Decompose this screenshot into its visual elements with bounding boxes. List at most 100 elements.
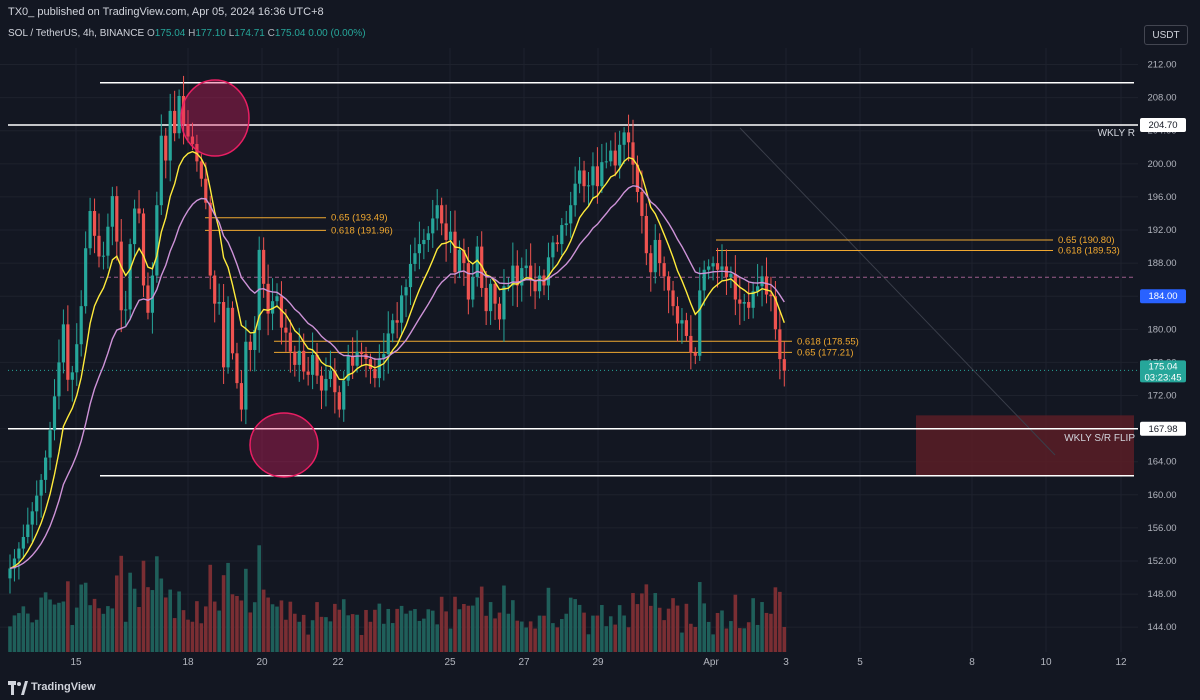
volume-bar — [568, 597, 573, 652]
volume-bar — [57, 602, 61, 652]
candle-body — [351, 355, 355, 366]
candle-body — [404, 287, 408, 296]
wkly-sr-flip-label: WKLY S/R FLIP — [1064, 433, 1135, 444]
volume-bar — [163, 597, 168, 652]
candle-body — [573, 183, 577, 206]
candle-body — [462, 249, 466, 264]
volume-bar — [519, 621, 524, 652]
candle-body — [395, 320, 399, 323]
time-tick-label: 15 — [70, 657, 82, 668]
currency-button[interactable]: USDT — [1144, 25, 1188, 45]
candle-body — [319, 375, 324, 391]
candle-body — [506, 285, 510, 287]
candle-body — [226, 307, 230, 368]
time-tick-label: 27 — [518, 657, 530, 668]
candle-body — [270, 301, 275, 314]
price-tick-label: 196.00 — [1147, 192, 1176, 203]
candle-body — [124, 309, 128, 311]
badge-last-price: 175.04 — [1148, 361, 1177, 372]
candle-body — [729, 273, 733, 278]
badge-wkly-sr-flip: 167.98 — [1148, 424, 1177, 435]
candle-body — [30, 511, 34, 525]
volume-bar — [560, 619, 564, 652]
time-tick-label: 22 — [332, 657, 344, 668]
candle-body — [569, 205, 573, 224]
volume-bar — [155, 556, 159, 652]
candle-body — [8, 568, 12, 579]
volume-bar — [168, 589, 172, 652]
volume-bar — [43, 592, 48, 652]
volume-bar — [270, 604, 275, 652]
candle-body — [333, 370, 337, 393]
volume-bar — [755, 624, 760, 652]
volume-bar — [778, 591, 782, 652]
symbol-legend: SOL / TetherUS, 4h, BINANCE O175.04 H177… — [8, 28, 366, 39]
candle-body — [742, 302, 746, 304]
candle-body — [453, 231, 457, 273]
candle-body — [368, 359, 373, 370]
candle-body — [471, 277, 475, 300]
candle-body — [275, 296, 279, 302]
volume-bar — [61, 601, 66, 652]
volume-bar — [92, 598, 97, 652]
candle-body — [61, 324, 65, 363]
candle-body — [119, 241, 123, 311]
candle-body — [653, 239, 657, 273]
volume-bar — [386, 608, 391, 652]
volume-bar — [252, 602, 257, 652]
candle-body — [44, 457, 48, 480]
candle-body — [168, 110, 172, 161]
volume-bar — [644, 584, 649, 652]
volume-bar — [88, 605, 92, 652]
candle-body — [70, 372, 74, 380]
volume-bar — [760, 602, 764, 652]
footer: TradingView — [0, 676, 1200, 700]
volume-bar — [101, 613, 106, 652]
volume-bar — [293, 613, 297, 652]
volume-bar — [204, 606, 208, 652]
volume-bar — [395, 608, 399, 652]
volume-bar — [230, 594, 235, 652]
volume-bar — [595, 615, 600, 652]
volume-bar — [617, 605, 622, 652]
ohlc-close: C175.04 — [267, 28, 306, 39]
volume-bar — [119, 555, 124, 652]
volume-bar — [751, 598, 755, 652]
volume-bar — [226, 562, 230, 652]
candle-body — [738, 299, 742, 304]
volume-bar — [350, 614, 355, 652]
volume-bar — [608, 616, 613, 652]
volume-bar — [573, 599, 577, 652]
volume-bar — [315, 602, 319, 652]
candle-body — [262, 249, 266, 284]
time-tick-label: 25 — [444, 657, 456, 668]
volume-bar — [715, 612, 720, 652]
fib-label: 0.65 (193.49) — [331, 213, 388, 224]
ohlc-low: L174.71 — [228, 28, 265, 39]
candle-body — [609, 150, 613, 162]
volume-bar — [769, 613, 773, 652]
candle-body — [524, 265, 528, 269]
volume-bar — [457, 609, 462, 652]
volume-bar — [511, 600, 515, 652]
volume-bar — [141, 560, 146, 652]
price-change: 0.00 (0.00%) — [308, 28, 366, 39]
volume-bar — [515, 620, 520, 652]
volume-bar — [106, 606, 110, 652]
volume-bar — [74, 607, 79, 652]
candle-body — [279, 296, 284, 328]
candle-body — [613, 150, 617, 166]
candle-body — [756, 286, 760, 292]
candle-body — [217, 302, 221, 304]
volume-bar — [181, 610, 186, 652]
candle-body — [79, 306, 83, 345]
volume-bar — [159, 578, 164, 652]
volume-bar — [466, 605, 471, 652]
volume-bar — [275, 606, 279, 652]
volume-bar — [471, 605, 475, 652]
candle-body — [382, 354, 386, 359]
moving-averages — [9, 150, 785, 570]
volume-bar — [297, 621, 302, 652]
price-tick-label: 200.00 — [1147, 159, 1176, 170]
